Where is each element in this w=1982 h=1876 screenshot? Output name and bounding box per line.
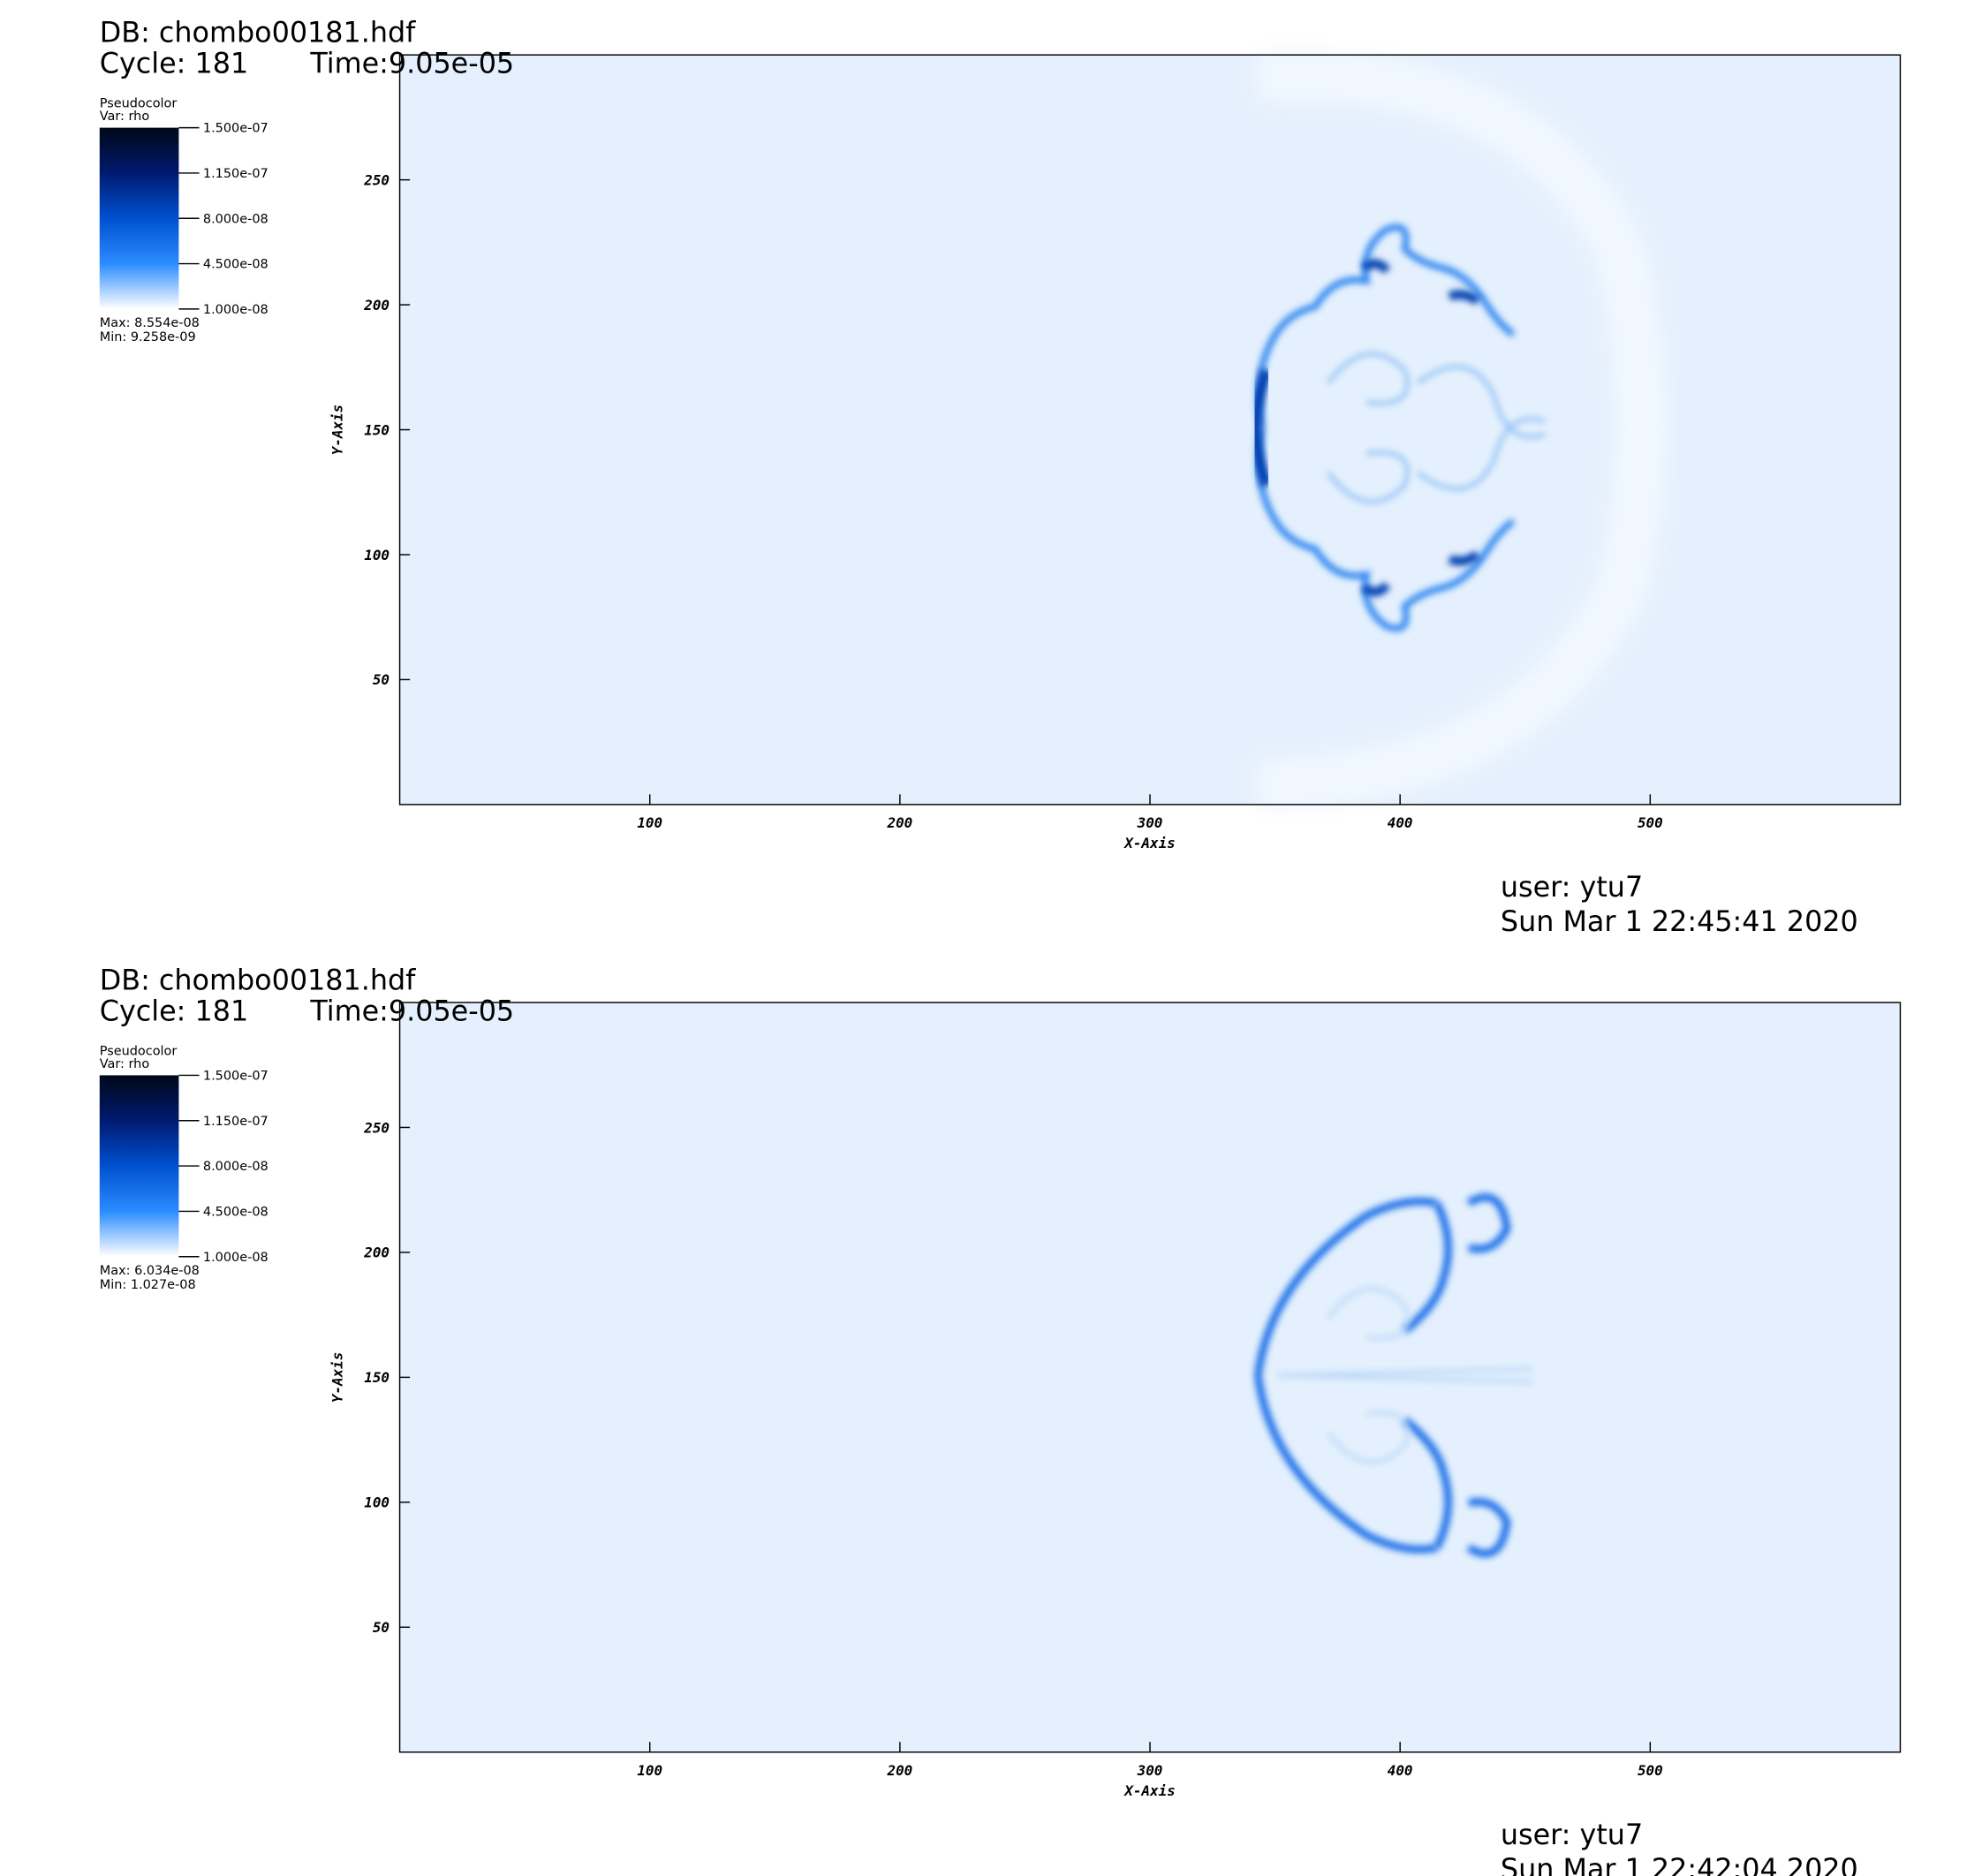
colorbar — [99, 1075, 179, 1257]
colorbar — [99, 127, 179, 309]
min-label: Min: 1.027e-08 — [100, 1278, 196, 1292]
plume-edge — [1255, 427, 1516, 632]
colorbar-label: 1.000e-08 — [203, 1251, 269, 1265]
time-label: Time:9.05e-05 — [309, 47, 514, 79]
legend-var: Var: rho — [100, 110, 150, 124]
plume-edge — [1255, 223, 1516, 429]
colorbar-label: 1.500e-07 — [203, 122, 269, 136]
plume-edge — [1402, 1193, 1511, 1558]
plot-area — [399, 1002, 1901, 1752]
legend-var: Var: rho — [100, 1057, 150, 1071]
colorbar-label: 1.500e-07 — [203, 1069, 269, 1083]
legend-title: Pseudocolor — [100, 96, 178, 110]
x-axis-title: X-Axis — [1123, 1782, 1175, 1799]
y-tick-label: 50 — [373, 671, 390, 688]
y-tick-label: 150 — [364, 421, 390, 438]
front — [1253, 1197, 1438, 1554]
x-axis-title: X-Axis — [1123, 835, 1175, 851]
y-axis-title: Y-Axis — [329, 1352, 345, 1403]
cycle-label: Cycle: 181 — [100, 47, 248, 79]
min-label: Min: 9.258e-09 — [100, 330, 196, 344]
colorbar-label: 4.500e-08 — [203, 1205, 269, 1219]
db-label: DB: chombo00181.hdf — [100, 17, 416, 49]
x-tick-label: 200 — [887, 814, 913, 831]
date-label: Sun Mar 1 22:42:04 2020 — [1501, 1853, 1858, 1876]
legend-title: Pseudocolor — [100, 1044, 178, 1058]
shock-halo — [1256, 50, 1667, 812]
y-tick-label: 50 — [373, 1619, 390, 1636]
x-tick-label: 400 — [1388, 814, 1413, 831]
knot — [1361, 259, 1481, 597]
y-tick-label: 200 — [363, 297, 390, 314]
x-tick-label: 500 — [1638, 1762, 1663, 1779]
x-tick-label: 500 — [1638, 814, 1663, 831]
x-tick-label: 200 — [887, 1762, 913, 1779]
y-tick-label: 100 — [364, 547, 390, 564]
front — [1250, 368, 1273, 488]
vortex — [1326, 352, 1547, 504]
max-label: Max: 8.554e-08 — [100, 316, 200, 330]
x-tick-label: 100 — [637, 1762, 662, 1779]
y-tick-label: 200 — [363, 1244, 390, 1261]
y-tick-label: 250 — [363, 1119, 390, 1136]
colorbar-label: 8.000e-08 — [203, 212, 269, 226]
y-tick-label: 100 — [364, 1494, 390, 1511]
x-tick-label: 400 — [1388, 1762, 1413, 1779]
colorbar-label: 8.000e-08 — [203, 1160, 269, 1174]
x-tick-label: 300 — [1137, 1762, 1163, 1779]
x-tick-label: 300 — [1137, 814, 1163, 831]
vortex — [1276, 1287, 1533, 1464]
y-axis-title: Y-Axis — [329, 405, 345, 455]
db-label: DB: chombo00181.hdf — [100, 964, 416, 997]
y-tick-label: 250 — [363, 171, 390, 188]
colorbar-label: 1.150e-07 — [203, 167, 269, 181]
colorbar-label: 1.150e-07 — [203, 1115, 269, 1129]
plot-area — [399, 55, 1901, 805]
colorbar-label: 4.500e-08 — [203, 258, 269, 272]
colorbar-label: 1.000e-08 — [203, 303, 269, 317]
time-label: Time:9.05e-05 — [309, 995, 514, 1027]
date-label: Sun Mar 1 22:45:41 2020 — [1501, 905, 1858, 938]
x-tick-label: 100 — [637, 814, 662, 831]
user-label: user: ytu7 — [1501, 871, 1643, 904]
cycle-label: Cycle: 181 — [100, 995, 248, 1027]
user-label: user: ytu7 — [1501, 1819, 1643, 1851]
max-label: Max: 6.034e-08 — [100, 1264, 200, 1278]
y-tick-label: 150 — [364, 1369, 390, 1386]
